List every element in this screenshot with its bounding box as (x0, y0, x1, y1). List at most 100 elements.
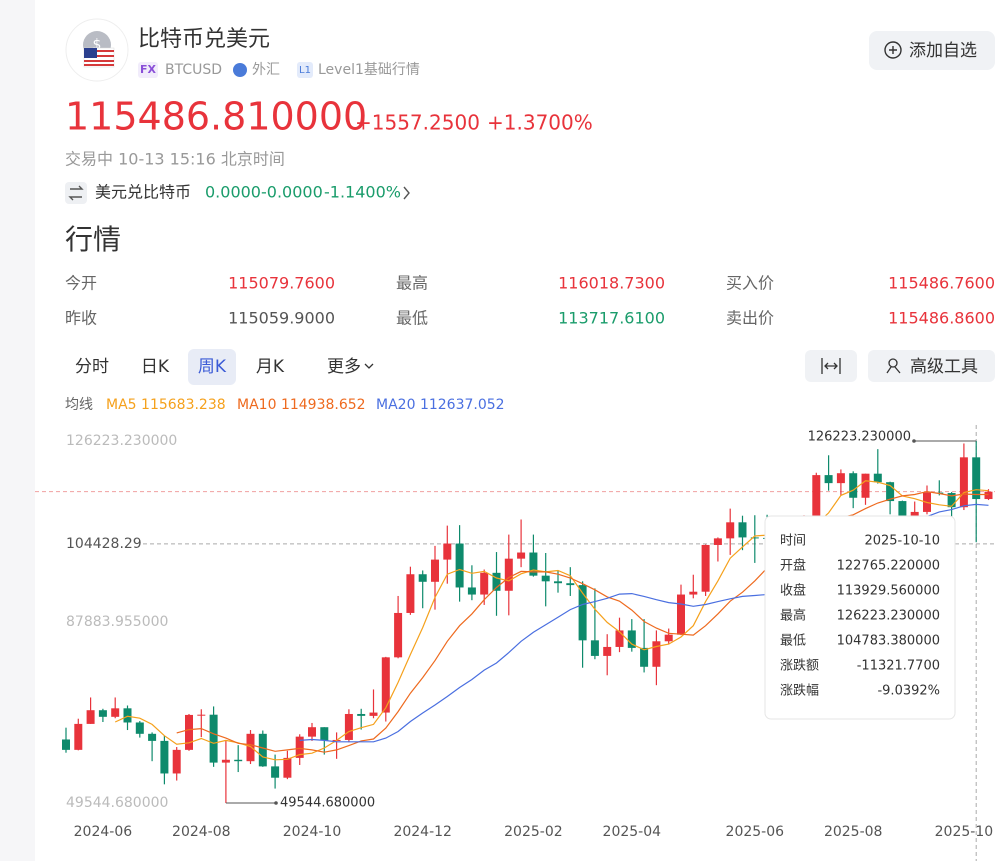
inverse-price: 0.0000 (205, 183, 261, 202)
candle-body (824, 475, 833, 484)
stat-value: 113717.6100 (558, 309, 665, 328)
symbol: BTCUSD (165, 62, 222, 78)
candle-body (615, 630, 624, 647)
candle-body (812, 475, 821, 522)
x-tick-label: 2025-08 (824, 824, 883, 840)
tooltip-label: 收盘 (780, 583, 806, 599)
candle-body (74, 723, 83, 750)
tools-icon-legs (886, 366, 901, 374)
tab[interactable]: 日K (141, 357, 170, 377)
low-label: 49544.680000 (280, 796, 375, 811)
candle-body (394, 612, 403, 658)
tooltip-value: 113929.560000 (837, 584, 940, 599)
svg-text:$: $ (93, 37, 102, 53)
more-chevron (364, 363, 374, 369)
tab[interactable]: 月K (256, 357, 285, 377)
stat-value: 115486.7600 (888, 274, 995, 293)
candle-body (234, 759, 243, 762)
candle-body (529, 552, 538, 576)
candle-body (295, 736, 304, 758)
level-tag: L1 (299, 65, 311, 76)
watch-button[interactable] (869, 31, 995, 70)
candle-body (160, 740, 169, 774)
stat-value: 115059.9000 (228, 309, 335, 328)
tools-label[interactable]: 高级工具 (910, 357, 978, 377)
stat-value: 115079.7600 (228, 274, 335, 293)
legend-entry: MA20 112637.052 (376, 397, 505, 413)
candle-body (750, 537, 759, 539)
candle-body (320, 727, 329, 741)
plus-icon-cross (889, 46, 897, 54)
legend-value: 115683.238 (141, 397, 226, 413)
tooltip-label: 时间 (780, 534, 806, 549)
tab-active-bg (188, 349, 236, 385)
tooltip-label: 最低 (780, 634, 806, 649)
chevron (403, 186, 410, 200)
legend-value: 112637.052 (420, 397, 505, 413)
tab-active[interactable]: 周K (198, 357, 227, 377)
candle-body (947, 493, 956, 508)
watch-label[interactable]: 添加自选 (909, 41, 977, 61)
tools-button[interactable] (868, 350, 995, 382)
candle-body (541, 575, 550, 582)
legend-name: MA10 (237, 397, 276, 413)
candle-body (480, 572, 489, 595)
candle-body (455, 543, 464, 588)
x-tick-label: 2025-02 (504, 824, 563, 840)
candle-body (640, 647, 649, 667)
legend-entry: MA10 114938.652 (237, 397, 366, 413)
candle-body (738, 522, 747, 538)
candle-body (861, 473, 870, 498)
stat-label: 今开 (65, 274, 97, 293)
candle-body (135, 722, 144, 734)
tab-more[interactable]: 更多 (327, 357, 361, 377)
legend-value: 114938.652 (281, 397, 366, 413)
tooltip-label: 涨跌额 (780, 658, 819, 674)
candle-body (504, 558, 513, 591)
x-tick-label: 2024-06 (74, 824, 133, 840)
candle-body (431, 559, 439, 582)
inverse-change: -0.0000 (261, 183, 323, 202)
candle-body (185, 714, 193, 750)
plus-icon (884, 41, 902, 59)
candle-body (713, 538, 722, 545)
status: 交易中 10-13 15:16 北京时间 (65, 150, 285, 169)
title: 比特币兑美元 (138, 27, 270, 52)
globe-icon (233, 63, 247, 77)
candle-body (369, 712, 378, 716)
legend-title: 均线 (65, 397, 93, 413)
tab[interactable]: 分时 (75, 357, 109, 377)
candle-body (443, 543, 452, 560)
candle-body (554, 581, 562, 584)
candle-body (246, 733, 255, 762)
candle-body (98, 710, 107, 717)
candle-body (467, 587, 476, 595)
candle-body (836, 473, 845, 484)
market-tag: FX (140, 63, 157, 76)
inverse-name[interactable]: 美元兑比特币 (95, 183, 191, 202)
section-title: 行情 (65, 223, 121, 256)
candle-body (111, 708, 120, 717)
x-tick-label: 2024-10 (283, 824, 342, 840)
stat-value: 116018.7300 (558, 274, 665, 293)
swap-icon (68, 185, 84, 201)
change: +1557.2500 (355, 111, 480, 135)
candle-body (873, 473, 882, 483)
crosshair-label: 104428.29 (66, 536, 142, 552)
candle-body (517, 552, 526, 559)
candle-body (701, 544, 710, 592)
y-tick-label: 49544.680000 (66, 795, 168, 811)
price: 115486.810000 (65, 95, 367, 139)
level-badge (297, 62, 313, 78)
legend-name: MA20 (376, 397, 415, 413)
candle-body (271, 766, 280, 778)
tooltip-value: 126223.230000 (837, 609, 940, 624)
tooltip-label: 涨跌幅 (780, 683, 819, 699)
swap-icon-bg[interactable] (65, 182, 87, 204)
candle-body (406, 574, 415, 613)
legend-name: MA5 (106, 397, 137, 413)
candle-body (62, 739, 70, 750)
tooltip-value: 122765.220000 (837, 559, 940, 574)
candle-body (590, 640, 599, 656)
